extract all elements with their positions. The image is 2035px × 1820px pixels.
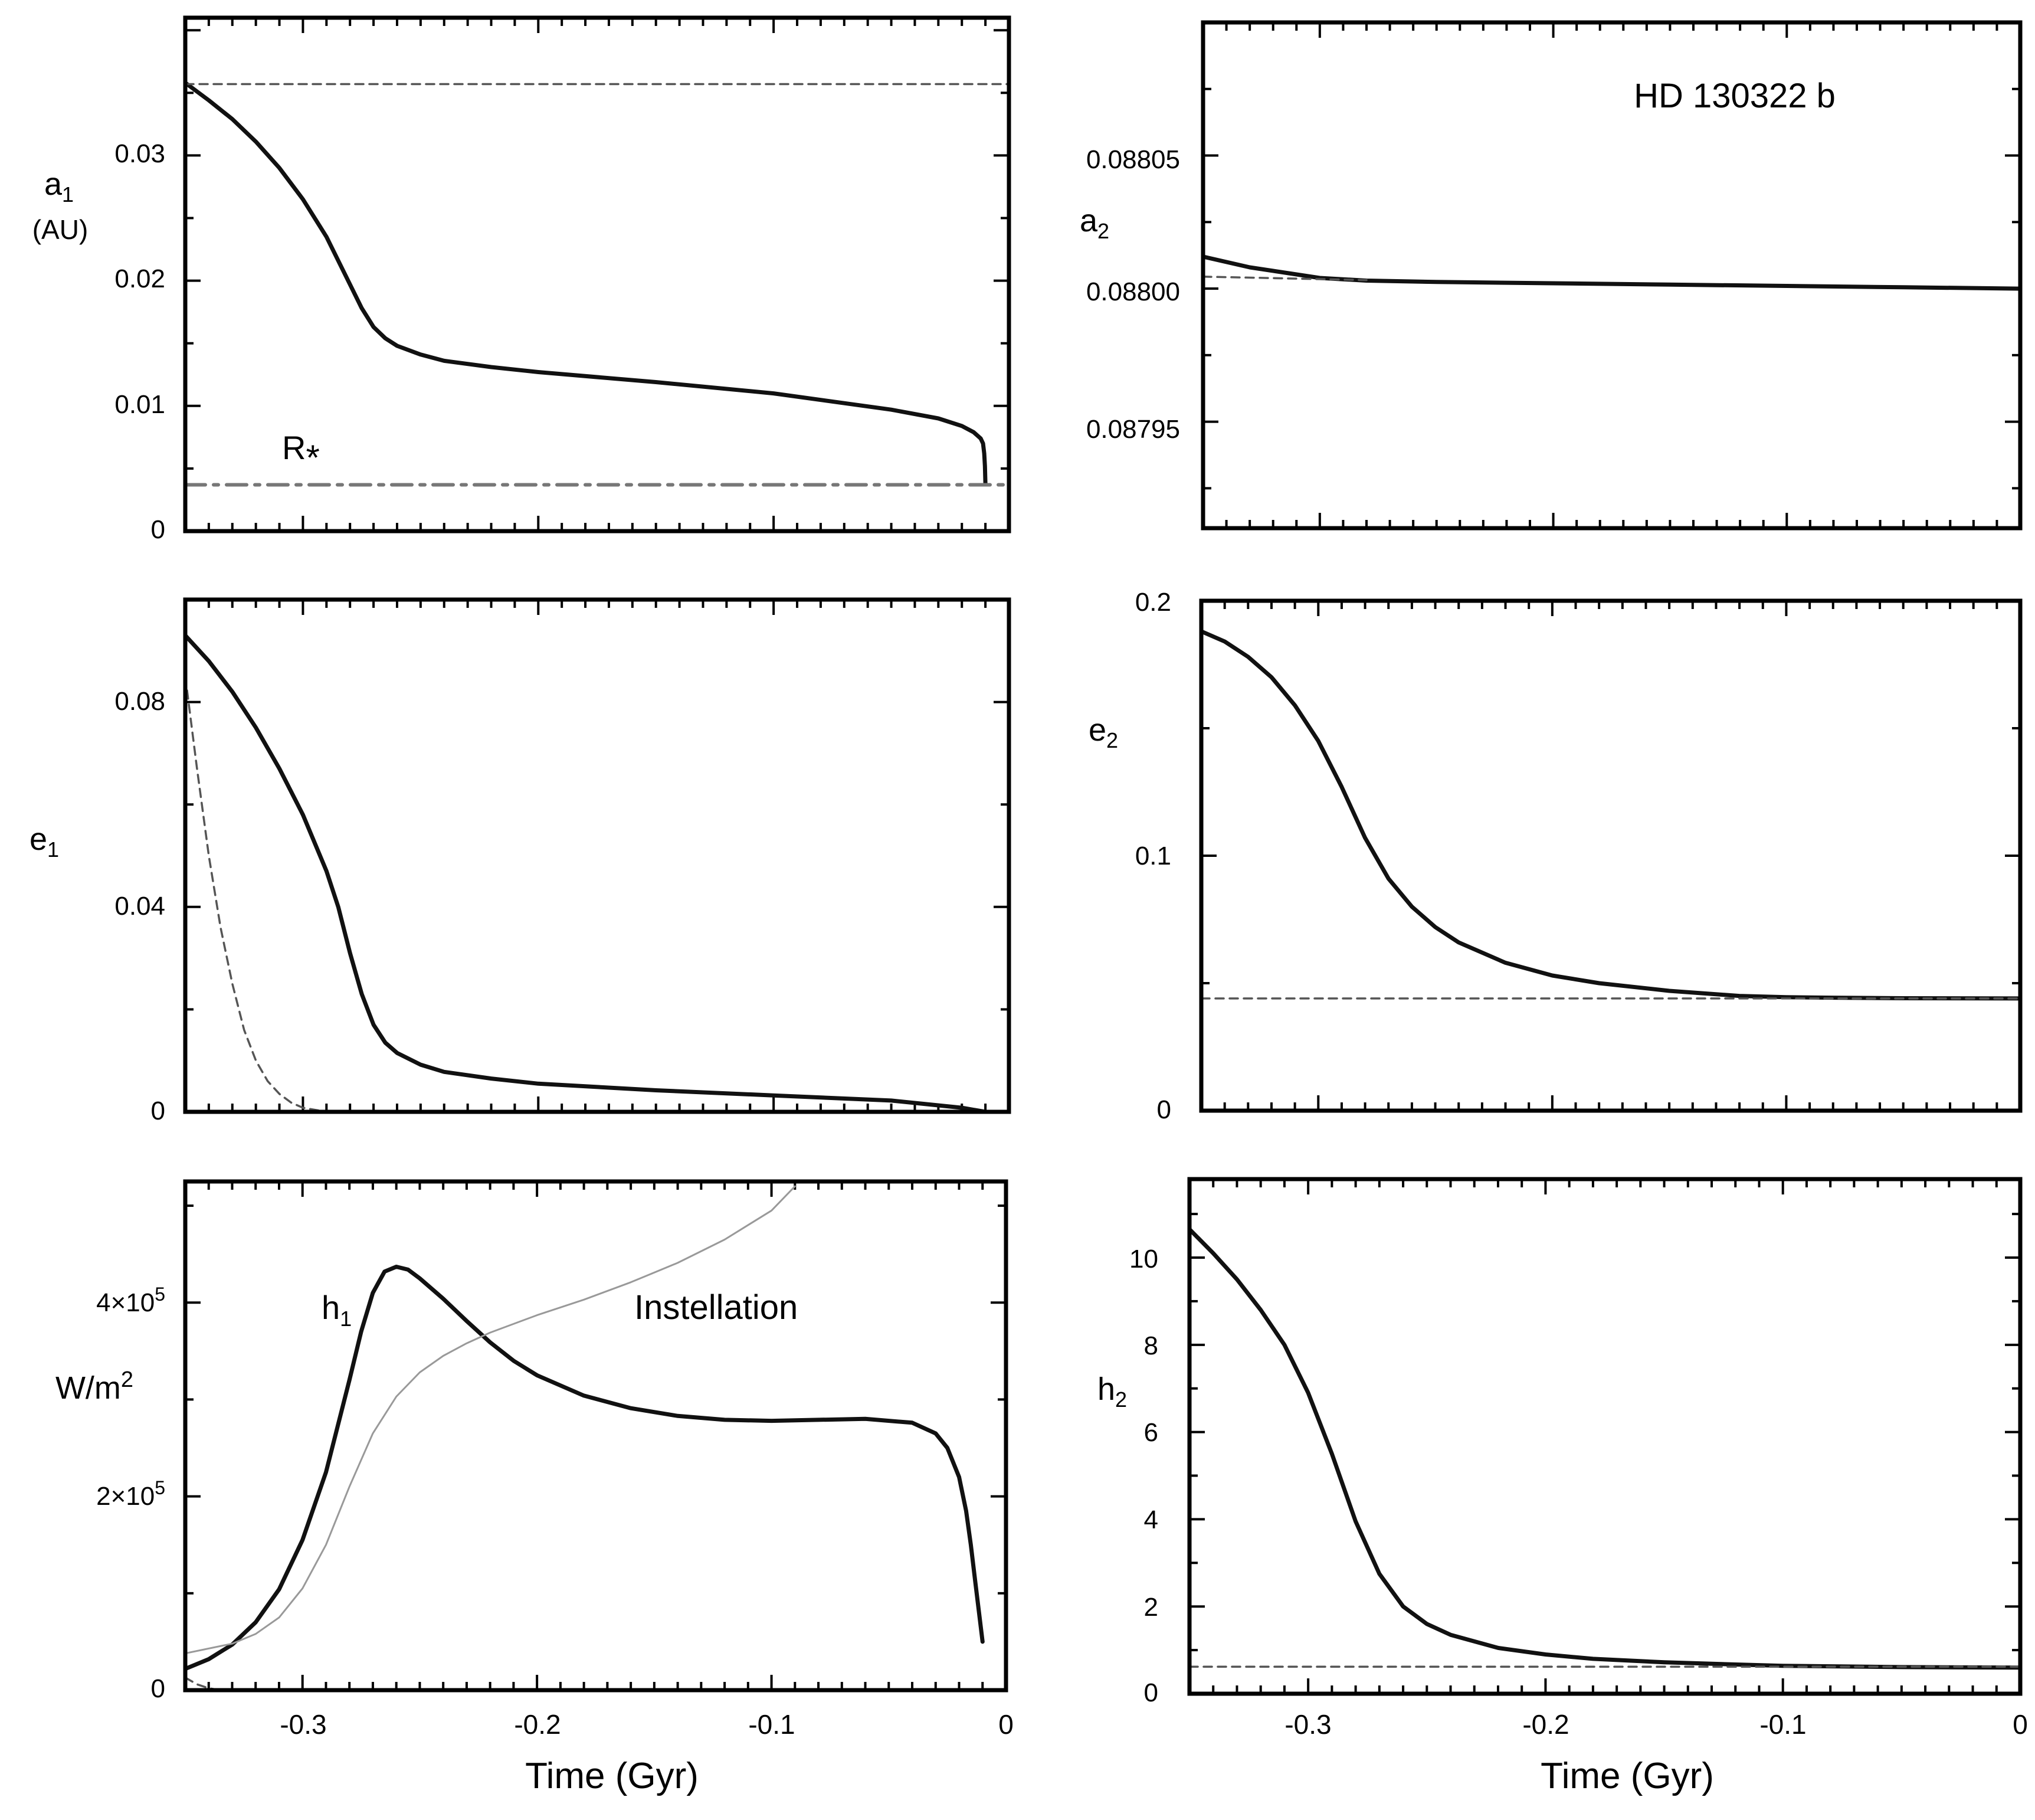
panel-a1-ytick-label: 0.02 bbox=[114, 264, 165, 293]
panel-h2-ytick-label: 2 bbox=[1144, 1593, 1158, 1622]
panel-a2-series bbox=[1203, 254, 2020, 291]
panel-h2-xtick-label: -0.3 bbox=[1284, 1709, 1331, 1740]
panel-a1-frame bbox=[183, 15, 1011, 533]
panel-a2-ticks bbox=[1202, 21, 2021, 528]
series-e1 bbox=[185, 633, 988, 1112]
panel-a1-ytick-label: 0.03 bbox=[114, 139, 165, 168]
panel-e2-series bbox=[1201, 629, 2020, 1001]
panel-h2-xtick-label: 0 bbox=[2013, 1709, 2028, 1740]
panel-a2-title: HD 130322 b bbox=[1634, 77, 1836, 115]
panel-e2-ytick-label: 0.2 bbox=[1135, 588, 1171, 617]
panel-h2-ticks bbox=[1188, 1179, 2021, 1695]
panel-h1-series bbox=[185, 1185, 985, 1690]
panel-h2-tick-labels: 0 2 4 6 8 10 bbox=[1129, 1245, 1158, 1707]
panel-a1-ylabel-unit: (AU) bbox=[32, 214, 89, 245]
panel-e1-series bbox=[185, 633, 988, 1112]
series-a1 bbox=[185, 80, 988, 486]
panel-h2: 0 2 4 6 8 10 h2 -0.3 -0.2 -0.1 0 Time (G… bbox=[1097, 1177, 2028, 1796]
panel-a1-series bbox=[185, 80, 1009, 487]
panel-a2-ytick-label: 0.08795 bbox=[1086, 415, 1180, 444]
panel-a2-ytick-label: 0.08805 bbox=[1086, 145, 1180, 174]
panel-h1-xtick-labels: -0.3 -0.2 -0.1 0 bbox=[280, 1709, 1013, 1740]
panel-h1-frame bbox=[183, 1179, 1008, 1693]
panel-a2-tick-labels: 0.08795 0.08800 0.08805 bbox=[1086, 145, 1180, 444]
panel-a1-ylabel: a1 bbox=[44, 166, 74, 207]
panel-a2-ylabel: a2 bbox=[1080, 203, 1109, 243]
panel-h1: 0 2×105 4×105 W/m2 h1 Instellation -0.3 … bbox=[55, 1179, 1014, 1796]
panel-h1-xtick-label: -0.2 bbox=[514, 1709, 561, 1740]
panel-e1-ylabel: e1 bbox=[30, 821, 59, 862]
series-a2-reference bbox=[1203, 276, 1368, 281]
panel-e1: 0 0.04 0.08 e1 bbox=[30, 597, 1011, 1125]
panel-h1-ticks bbox=[184, 1181, 1007, 1691]
panel-e1-ytick-label: 0.04 bbox=[114, 892, 165, 921]
series-a2 bbox=[1203, 254, 2020, 291]
panel-a1-rstar-label: R* bbox=[282, 429, 320, 477]
panel-e2: 0 0.1 0.2 e2 bbox=[1089, 588, 2023, 1124]
panel-a2-frame bbox=[1201, 20, 2023, 531]
panel-a1-tick-labels: 0 0.01 0.02 0.03 bbox=[114, 139, 165, 544]
panel-h2-ylabel: h2 bbox=[1097, 1371, 1127, 1412]
panel-e2-tick-labels: 0 0.1 0.2 bbox=[1135, 588, 1171, 1124]
panel-h2-ytick-label: 8 bbox=[1144, 1331, 1158, 1360]
panel-a1: 0 0.01 0.02 0.03 a1 (AU) R* bbox=[32, 15, 1011, 544]
panel-h2-xtick-label: -0.2 bbox=[1522, 1709, 1569, 1740]
panel-a2: 0.08795 0.08800 0.08805 a2 HD 130322 b bbox=[1080, 20, 2023, 531]
panel-h2-xlabel: Time (Gyr) bbox=[1541, 1756, 1714, 1796]
series-e1-decay bbox=[185, 675, 328, 1112]
panel-h2-series bbox=[1189, 1227, 2020, 1670]
panel-h2-frame bbox=[1187, 1177, 2023, 1696]
panel-e1-tick-labels: 0 0.04 0.08 bbox=[114, 687, 165, 1125]
panel-e2-ticks bbox=[1200, 600, 2021, 1112]
panel-h2-ytick-label: 6 bbox=[1144, 1418, 1158, 1447]
panel-h2-ytick-label: 4 bbox=[1144, 1505, 1158, 1534]
panel-h1-h1-label: h1 bbox=[322, 1289, 352, 1331]
panel-h2-xtick-labels: -0.3 -0.2 -0.1 0 bbox=[1284, 1709, 2027, 1740]
panel-e2-ytick-label: 0 bbox=[1157, 1095, 1171, 1124]
panel-a1-ytick-label: 0.01 bbox=[114, 390, 165, 419]
panel-a1-ytick-label: 0 bbox=[151, 515, 165, 544]
panel-e2-ylabel: e2 bbox=[1089, 712, 1118, 752]
series-h1 bbox=[185, 1265, 985, 1671]
series-h2 bbox=[1189, 1227, 2020, 1670]
panel-h1-tick-labels: 0 2×105 4×105 bbox=[96, 1284, 165, 1703]
panel-h2-xtick-label: -0.1 bbox=[1759, 1709, 1806, 1740]
panel-h1-xlabel: Time (Gyr) bbox=[525, 1756, 699, 1796]
panel-e1-ytick-label: 0.08 bbox=[114, 687, 165, 716]
panel-h1-ytick-label: 4×105 bbox=[96, 1284, 165, 1317]
panel-a2-ytick-label: 0.08800 bbox=[1086, 277, 1180, 306]
panel-h1-ytick-label: 0 bbox=[151, 1674, 165, 1703]
panel-e2-frame bbox=[1199, 598, 2023, 1113]
series-instellation bbox=[185, 1185, 796, 1655]
series-e2 bbox=[1201, 629, 2020, 1001]
panel-h1-xtick-label: -0.1 bbox=[748, 1709, 795, 1740]
panel-h1-ylabel: W/m2 bbox=[55, 1367, 133, 1406]
panel-h1-xtick-label: 0 bbox=[998, 1709, 1014, 1740]
panel-h2-ytick-label: 0 bbox=[1144, 1678, 1158, 1707]
panel-e1-ytick-label: 0 bbox=[151, 1096, 165, 1125]
panel-h1-instellation-label: Instellation bbox=[634, 1288, 798, 1327]
panel-h1-xtick-label: -0.3 bbox=[280, 1709, 326, 1740]
panel-e2-ytick-label: 0.1 bbox=[1135, 842, 1171, 870]
panel-e1-ticks bbox=[184, 598, 1010, 1113]
panel-e1-frame bbox=[183, 597, 1011, 1114]
panel-h1-ytick-label: 2×105 bbox=[96, 1477, 165, 1511]
panel-h2-ytick-label: 10 bbox=[1129, 1245, 1158, 1274]
